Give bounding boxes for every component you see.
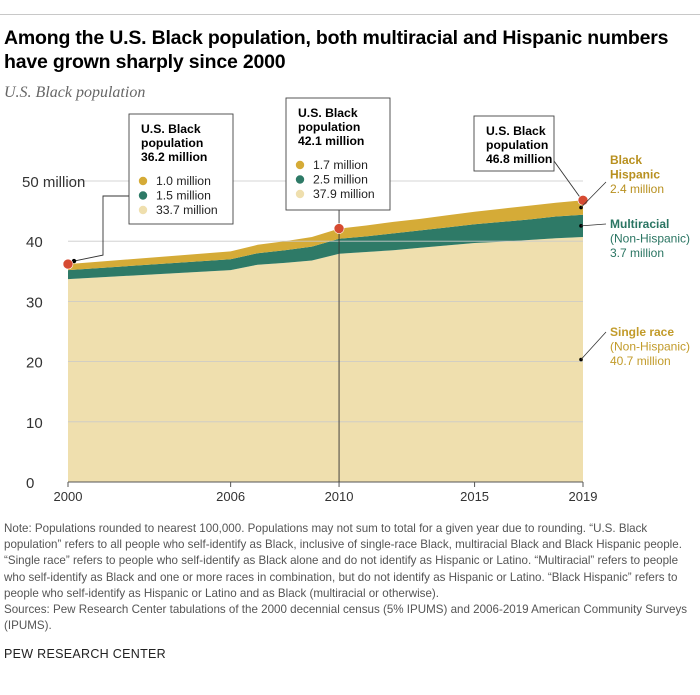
x-tick-label: 2000 (54, 489, 83, 504)
callout-value: 2.5 million (313, 173, 368, 187)
total-marker (62, 258, 74, 270)
callout-heading: U.S. Black (141, 122, 201, 136)
x-tick-label: 2019 (569, 489, 598, 504)
y-tick-label: 0 (26, 475, 34, 492)
stacked-area-chart: 0 10 20 30 40 50 million 2000 2006 2010 2015 2019 U… (22, 97, 690, 504)
callout-heading: U.S. Black (486, 124, 546, 138)
x-tick-label: 2010 (325, 489, 354, 504)
end-label-multi: 3.7 million (610, 246, 664, 260)
legend-swatch-hispanic (295, 160, 305, 170)
end-label-single: 40.7 million (610, 354, 671, 368)
callout-connector (553, 160, 581, 198)
callout-heading: population (486, 138, 548, 152)
end-label-multi: Multiracial (610, 217, 669, 231)
callout-heading: population (298, 120, 360, 134)
end-label-single: (Non-Hispanic) (610, 340, 690, 354)
callout-box (128, 113, 234, 225)
legend-swatch-single (295, 189, 305, 199)
callout-value: 1.5 million (156, 189, 211, 203)
legend-swatch-single (138, 205, 148, 215)
legend-swatch-multi (295, 175, 305, 184)
area-hispanic (68, 200, 583, 271)
callout-value: 33.7 million (156, 203, 218, 217)
x-tick-label: 2006 (216, 489, 245, 504)
y-tick-label: 30 (26, 294, 43, 311)
top-rule (0, 14, 700, 15)
callout-heading: 46.8 million (486, 152, 552, 166)
end-label-hispanic: Black (610, 153, 642, 167)
callout-heading: U.S. Black (298, 106, 358, 120)
callout-value: 1.7 million (313, 158, 368, 172)
notes-section: Note: Populations rounded to nearest 100… (4, 521, 694, 634)
end-label-hispanic: Hispanic (610, 168, 660, 182)
legend-swatch-multi (138, 191, 148, 200)
end-label-multi: (Non-Hispanic) (610, 232, 690, 246)
legend-swatch-hispanic (138, 176, 148, 186)
y-tick-label: 10 (26, 415, 43, 432)
note-text: Note: Populations rounded to nearest 100… (4, 522, 682, 600)
total-marker (577, 194, 589, 206)
y-tick-label: 50 million (22, 174, 85, 191)
x-tick-label: 2015 (460, 489, 489, 504)
callout-connector (73, 195, 129, 262)
callout-box (285, 97, 391, 211)
y-tick-label: 20 (26, 355, 43, 372)
callout-heading: 42.1 million (298, 134, 364, 148)
chart-title: Among the U.S. Black population, both mu… (4, 27, 669, 73)
callout-heading: population (141, 136, 203, 150)
brand-logo-text: PEW RESEARCH CENTER (4, 647, 166, 661)
y-tick-label: 40 (26, 234, 43, 251)
callout-box (473, 115, 555, 172)
end-label-connector (580, 331, 607, 360)
end-label-hispanic: 2.4 million (610, 182, 664, 196)
end-label-connector (580, 181, 607, 208)
end-label-connector (580, 223, 607, 227)
sources-text: Sources: Pew Research Center tabulations… (4, 603, 688, 633)
chart-subtitle: U.S. Black population (4, 84, 146, 101)
area-single (68, 237, 583, 482)
callout-value: 37.9 million (313, 187, 375, 201)
callout-heading: 36.2 million (141, 150, 207, 164)
callout-value: 1.0 million (156, 174, 211, 188)
end-label-single: Single race (610, 325, 674, 339)
area-multi (68, 214, 583, 280)
total-marker (333, 223, 345, 234)
